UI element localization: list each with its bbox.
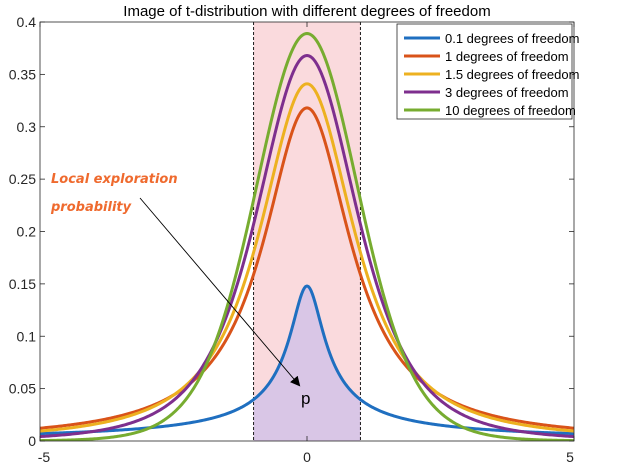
y-tick-label-0: 0 (28, 433, 36, 449)
y-tick-label-4: 0.2 (17, 224, 37, 240)
series-line-1 (40, 106, 574, 430)
y-tick-label-2: 0.1 (17, 328, 37, 344)
legend-label-4: 10 degrees of freedom (445, 103, 576, 118)
y-tick-label-3: 0.15 (9, 276, 36, 292)
series-line-4 (40, 32, 574, 441)
legend: 0.1 degrees of freedom 1 degrees of freed… (396, 23, 579, 120)
y-tick-label-5: 0.25 (9, 171, 36, 187)
legend-label-1: 1 degrees of freedom (445, 49, 569, 64)
legend-label-2: 1.5 degrees of freedom (445, 67, 579, 82)
y-tick-label-1: 0.05 (9, 381, 36, 397)
shaded-area-0.1-df (253, 285, 361, 441)
x-tick-label-2: 5 (566, 449, 574, 465)
y-tick-label-6: 0.3 (17, 119, 37, 135)
legend-label-0: 0.1 degrees of freedom (445, 31, 579, 46)
annotation-p-label: p (301, 389, 310, 408)
annotation-line-2: probability (50, 200, 132, 215)
y-tick-label-7: 0.35 (9, 66, 36, 82)
y-tick-label-8: 0.4 (17, 14, 37, 30)
legend-label-3: 3 degrees of freedom (445, 85, 569, 100)
axis-ticks: 00.050.10.150.20.250.30.350.4-5 0 5 (9, 14, 575, 465)
annotation-line-1: Local exploration (51, 172, 178, 187)
x-tick-label-0: -5 (38, 449, 51, 465)
x-tick-label-1: 0 (303, 449, 311, 465)
series-line-0 (40, 284, 574, 436)
legend-box (396, 23, 573, 120)
series-lines (40, 32, 574, 441)
annotation-arrow (139, 197, 301, 387)
series-line-3 (40, 54, 574, 439)
chart-title: Image of t-distribution with different d… (123, 3, 490, 20)
series-line-2 (40, 82, 574, 433)
